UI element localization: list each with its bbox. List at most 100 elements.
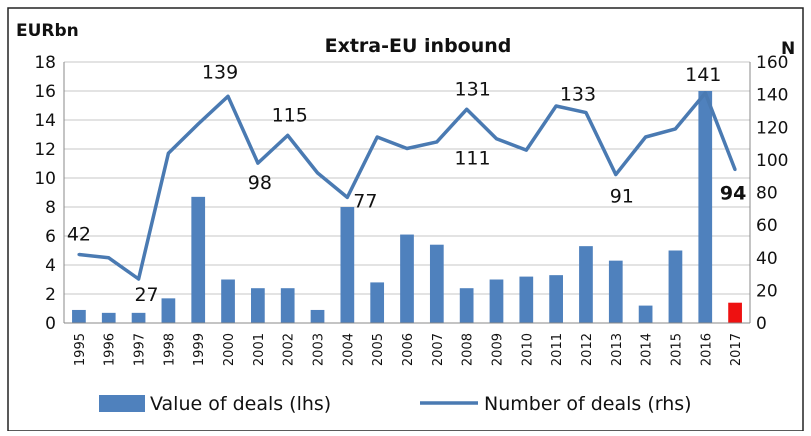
line-point-2013: [614, 173, 618, 177]
x-tick-label: 2012: [580, 333, 595, 366]
y-right-tick-label: 160: [756, 53, 788, 73]
line-point-2007: [435, 140, 439, 144]
data-label-2012: 133: [560, 84, 596, 106]
y-left-tick-label: 8: [45, 198, 56, 218]
x-tick-label: 1995: [73, 333, 88, 366]
line-point-2016: [703, 91, 707, 95]
bar-2015: [668, 250, 683, 323]
bar-2009: [489, 279, 504, 323]
legend: Value of deals (lhs) Number of deals (rhs…: [99, 393, 692, 415]
y-right-tick-label: 120: [756, 118, 788, 138]
x-tick-label: 2002: [282, 333, 297, 366]
bar-2000: [221, 279, 235, 323]
bar-2011: [549, 275, 563, 323]
y-left-unit-label: EURbn: [16, 21, 79, 41]
chart-border: [7, 7, 804, 432]
y-right-tick-label: 0: [756, 314, 767, 334]
line-point-2004: [345, 195, 349, 199]
data-label-2016: 141: [685, 64, 721, 86]
line-point-2011: [554, 104, 558, 108]
bar-1999: [191, 196, 206, 323]
y-left-tick-label: 16: [34, 82, 56, 102]
bar-2016: [698, 91, 713, 323]
line-point-2009: [494, 137, 498, 141]
x-tick-label: 2013: [610, 333, 625, 366]
legend-swatch-bar: [99, 395, 145, 412]
bar-2006: [400, 234, 414, 323]
x-tick-label: 2006: [401, 333, 416, 366]
bar-1996: [101, 312, 116, 323]
line-point-2003: [316, 171, 320, 175]
bar-1995: [72, 309, 86, 323]
x-tick-label: 1998: [162, 333, 177, 366]
y-right-tick-label: 20: [756, 281, 778, 301]
bar-2003: [310, 309, 325, 323]
line-point-1997: [137, 277, 141, 281]
bar-2005: [370, 282, 385, 323]
bar-2017: [728, 302, 742, 323]
y-left-tick-label: 14: [34, 111, 56, 131]
line-point-2010: [524, 148, 528, 152]
x-tick-label: 2001: [252, 333, 267, 366]
line-point-2014: [644, 135, 648, 139]
data-label-1997: 27: [134, 284, 158, 306]
y-left-tick-label: 6: [45, 227, 56, 247]
line-point-2001: [256, 161, 260, 165]
data-label-2001: 98: [248, 172, 272, 194]
line-point-1999: [196, 122, 200, 126]
bar-2008: [459, 288, 474, 323]
bar-2010: [519, 276, 534, 323]
line-point-2017: [733, 168, 737, 172]
y-left-tick-label: 12: [34, 140, 56, 160]
data-label-2009: 111: [454, 148, 490, 170]
bar-2004: [340, 207, 355, 323]
x-tick-label: 2011: [550, 333, 565, 366]
line-point-2002: [286, 133, 290, 137]
line-point-1998: [166, 151, 170, 155]
bar-1998: [161, 298, 176, 323]
x-tick-label: 2017: [729, 333, 744, 366]
y-right-tick-label: 80: [756, 184, 778, 204]
line-point-2015: [673, 127, 677, 131]
y-right-tick-label: 60: [756, 216, 778, 236]
line-point-1996: [107, 256, 111, 260]
y-left-tick-label: 18: [34, 53, 56, 73]
x-tick-label: 1997: [133, 333, 148, 366]
x-tick-label: 2014: [640, 333, 655, 366]
bar-2002: [280, 288, 295, 323]
x-tick-label: 2009: [490, 333, 505, 366]
chart-title: Extra-EU inbound: [325, 35, 512, 57]
x-tick-label: 1999: [192, 333, 207, 366]
x-tick-label: 2000: [222, 333, 237, 366]
data-label-2004: 77: [353, 190, 377, 212]
x-tick-label: 2005: [371, 333, 386, 366]
data-label-2000: 139: [202, 61, 238, 83]
x-tick-label: 2010: [520, 333, 535, 366]
y-left-tick-label: 0: [45, 314, 56, 334]
legend-label-bar: Value of deals (lhs): [150, 393, 331, 415]
bar-2013: [608, 260, 623, 323]
x-tick-label: 2003: [312, 333, 327, 366]
line-point-1995: [77, 252, 81, 256]
line-point-2000: [226, 94, 230, 98]
data-label-2013: 91: [610, 186, 634, 208]
line-point-2006: [405, 146, 409, 150]
x-tick-label: 2004: [341, 333, 356, 366]
x-tick-label: 2016: [699, 333, 714, 366]
y-right-tick-label: 40: [756, 249, 778, 269]
bar-2014: [638, 305, 653, 323]
y-right-tick-label: 100: [756, 151, 788, 171]
y-right-tick-label: 140: [756, 86, 788, 106]
x-tick-label: 2015: [669, 333, 684, 366]
y-left-tick-label: 10: [34, 169, 56, 189]
y-left-tick-label: 2: [45, 285, 56, 305]
data-label-2002: 115: [272, 104, 308, 126]
bar-2012: [579, 246, 593, 323]
data-label-1995: 42: [67, 223, 91, 245]
line-point-2012: [584, 111, 588, 115]
line-point-2008: [465, 107, 469, 111]
legend-label-line: Number of deals (rhs): [484, 393, 692, 415]
line-point-2005: [375, 135, 379, 139]
